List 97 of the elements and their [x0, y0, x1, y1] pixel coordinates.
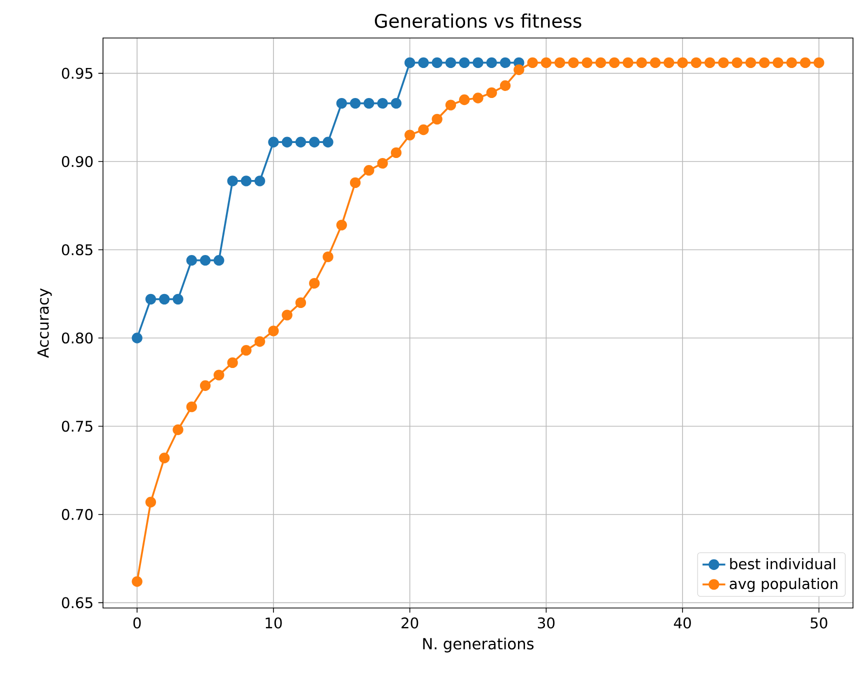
point	[336, 220, 347, 230]
point	[322, 251, 334, 262]
point	[390, 98, 402, 109]
point	[186, 255, 197, 266]
point	[650, 57, 661, 68]
point	[500, 57, 511, 68]
point	[445, 100, 456, 110]
point	[172, 424, 184, 436]
point	[595, 57, 606, 68]
point	[786, 57, 797, 68]
point	[132, 332, 142, 344]
y-tick-label: 0.90	[62, 156, 93, 168]
point	[609, 57, 620, 68]
point	[432, 57, 442, 68]
point	[554, 57, 566, 68]
point	[377, 158, 388, 169]
point	[690, 57, 702, 68]
point	[227, 357, 238, 368]
y-axis-title: Accuracy	[37, 288, 52, 358]
point	[472, 92, 484, 104]
point	[336, 98, 347, 109]
point	[186, 401, 197, 412]
point	[704, 57, 716, 68]
x-tick-label: 20	[402, 617, 418, 628]
point	[745, 57, 756, 68]
point	[214, 370, 224, 380]
point	[268, 136, 279, 148]
point	[200, 380, 211, 391]
x-axis-title: N. generations	[423, 638, 534, 652]
point	[459, 94, 470, 106]
point	[350, 177, 361, 188]
y-tick-label: 0.85	[62, 244, 92, 256]
point	[227, 176, 238, 186]
point	[214, 255, 224, 266]
point	[159, 452, 170, 464]
point	[459, 57, 470, 68]
point	[240, 176, 252, 186]
point	[445, 57, 456, 68]
point	[772, 57, 784, 68]
point	[200, 255, 211, 266]
y-tick-label: 0.80	[62, 332, 93, 344]
point	[268, 326, 279, 336]
y-tick-label: 0.95	[62, 68, 92, 79]
y-tick-label: 0.75	[62, 420, 92, 432]
point	[718, 57, 729, 68]
point	[309, 278, 320, 289]
point	[309, 136, 320, 148]
point	[732, 57, 742, 68]
point	[282, 136, 292, 148]
point	[472, 57, 484, 68]
point	[664, 57, 674, 68]
point	[418, 57, 429, 68]
point	[172, 294, 184, 305]
x-tick-label: 10	[266, 617, 282, 628]
point	[582, 57, 592, 68]
legend-label: best individual	[730, 558, 836, 570]
point	[377, 98, 388, 109]
point	[486, 57, 497, 68]
point	[677, 57, 688, 68]
point	[132, 576, 142, 587]
point	[390, 147, 402, 158]
point	[527, 57, 538, 68]
point	[295, 297, 306, 308]
point	[364, 98, 374, 109]
point	[145, 294, 156, 305]
x-tick-label: 50	[810, 617, 828, 628]
point	[254, 176, 266, 186]
point	[295, 136, 306, 148]
point	[514, 64, 524, 76]
x-tick-label: 40	[674, 617, 691, 628]
point	[282, 310, 292, 320]
point	[622, 57, 634, 68]
point	[486, 87, 497, 98]
point	[254, 336, 266, 347]
point	[350, 98, 361, 109]
y-tick-label: 0.65	[62, 597, 92, 608]
x-tick-label: 30	[538, 617, 555, 628]
legend-label: avg population	[730, 578, 838, 592]
point	[364, 165, 374, 176]
point	[636, 57, 647, 68]
point	[500, 80, 511, 91]
y-tick-label: 0.70	[62, 508, 93, 520]
point	[540, 57, 552, 68]
point	[322, 136, 334, 148]
point	[145, 496, 156, 508]
point	[432, 114, 442, 125]
chart-title: Generations vs fitness	[374, 14, 582, 28]
point	[800, 57, 811, 68]
point	[814, 57, 824, 68]
point	[404, 57, 416, 68]
point	[159, 294, 170, 305]
point	[568, 57, 579, 68]
point	[404, 130, 416, 140]
point	[240, 345, 252, 356]
x-tick-label: 0	[133, 617, 141, 628]
point	[759, 57, 770, 68]
point	[418, 124, 429, 136]
